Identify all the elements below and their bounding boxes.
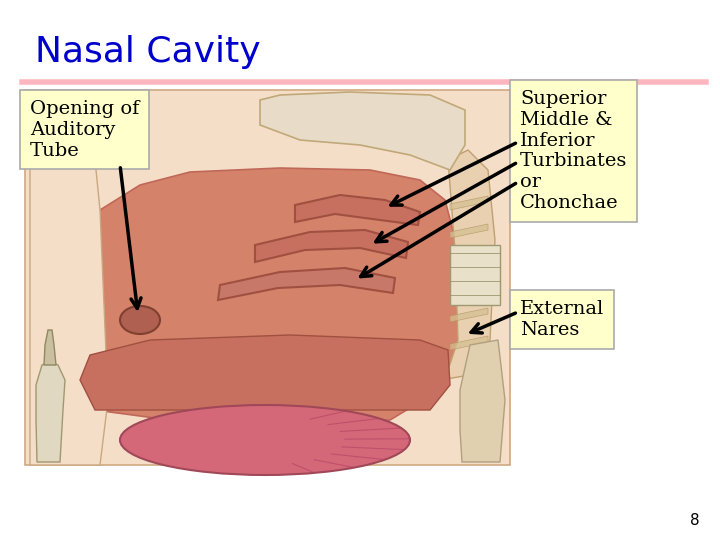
- Polygon shape: [295, 195, 420, 225]
- Polygon shape: [450, 196, 488, 210]
- Polygon shape: [450, 252, 488, 266]
- Ellipse shape: [120, 306, 160, 334]
- Polygon shape: [218, 268, 395, 300]
- Text: Opening of
Auditory
Tube: Opening of Auditory Tube: [30, 100, 140, 160]
- Text: Nasal Cavity: Nasal Cavity: [35, 35, 261, 69]
- Polygon shape: [460, 340, 505, 462]
- Polygon shape: [255, 230, 408, 262]
- Polygon shape: [260, 92, 465, 170]
- Bar: [25, 90, 510, 465]
- Polygon shape: [44, 330, 56, 365]
- Ellipse shape: [120, 405, 410, 475]
- Polygon shape: [30, 140, 108, 465]
- Polygon shape: [450, 280, 488, 294]
- Bar: [450, 245, 500, 305]
- Polygon shape: [440, 150, 495, 380]
- Text: Superior
Middle &
Inferior
Turbinates
or
Chonchae: Superior Middle & Inferior Turbinates or…: [520, 90, 627, 212]
- Text: 8: 8: [690, 513, 700, 528]
- Polygon shape: [450, 308, 488, 322]
- Polygon shape: [450, 224, 488, 238]
- Polygon shape: [36, 362, 65, 462]
- Polygon shape: [450, 336, 488, 350]
- Polygon shape: [78, 168, 460, 425]
- Text: External
Nares: External Nares: [520, 300, 604, 339]
- Polygon shape: [80, 335, 450, 410]
